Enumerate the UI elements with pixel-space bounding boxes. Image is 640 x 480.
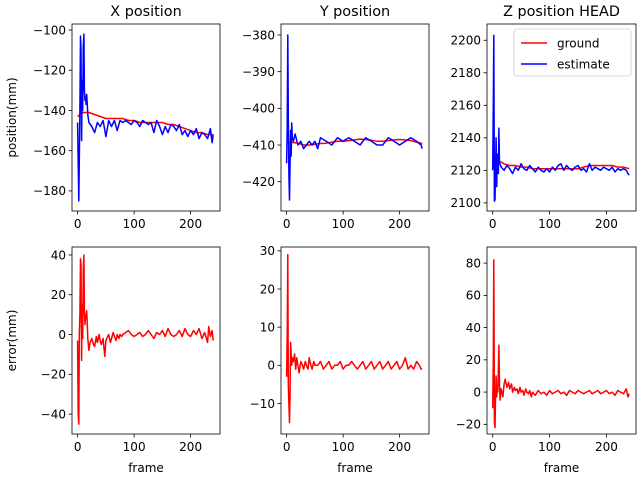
series-line-ground [493,154,630,169]
series-line-estimate [287,35,423,200]
y-tick-label: 20 [260,282,275,296]
y-tick-label: −160 [33,144,66,158]
x-axis-label: frame [128,461,164,475]
x-tick-label: 200 [595,217,618,231]
y-tick-label: −10 [250,397,275,411]
series-line-error [78,255,214,424]
series-line-estimate [78,34,214,201]
y-tick-label: 0 [473,385,481,399]
x-tick-label: 100 [123,217,146,231]
y-tick-label: 30 [260,244,275,258]
y-tick-label: −180 [33,184,66,198]
x-tick-label: 0 [489,440,497,454]
x-tick-label: 100 [332,440,355,454]
panel-title: Y position [319,4,390,20]
y-tick-label: 10 [260,320,275,334]
x-axis-label: frame [337,461,373,475]
series-line-error [287,255,423,423]
x-tick-label: 200 [388,217,411,231]
x-tick-label: 100 [332,217,355,231]
y-tick-label: 20 [466,353,481,367]
x-tick-label: 0 [283,440,291,454]
x-tick-label: 200 [179,440,202,454]
y-tick-label: 2180 [450,66,481,80]
y-tick-label: −20 [41,368,66,382]
x-tick-label: 0 [489,217,497,231]
x-tick-label: 0 [74,440,82,454]
x-tick-label: 200 [179,217,202,231]
y-tick-label: −400 [242,102,275,116]
y-tick-label: 40 [51,248,66,262]
y-tick-label: −380 [242,28,275,42]
y-tick-label: 2160 [450,99,481,113]
x-tick-label: 100 [538,217,561,231]
y-axis-label: position(mm) [5,77,19,157]
y-tick-label: 20 [51,288,66,302]
x-axis-label: frame [544,461,580,475]
legend-label-estimate: estimate [557,57,610,71]
panel-1: 0 100 200 −180 −160 −140 −120 −100 X position pos… [5,4,220,231]
legend: ground estimate [514,29,631,76]
y-tick-label: 0 [267,359,275,373]
panel-title: Z position HEAD [503,4,620,20]
plot-frame [281,247,429,434]
x-tick-label: 0 [74,217,82,231]
x-tick-label: 100 [538,440,561,454]
plot-frame [281,24,429,211]
y-tick-label: −40 [41,407,66,421]
y-tick-label: 0 [58,328,66,342]
y-tick-label: 2140 [450,131,481,145]
x-tick-label: 200 [388,440,411,454]
plot-frame [487,247,636,434]
x-tick-label: 100 [123,440,146,454]
panel-title: X position [110,4,181,20]
y-tick-label: −410 [242,138,275,152]
y-tick-label: −390 [242,65,275,79]
series-line-error [493,260,630,428]
y-tick-label: 2200 [450,34,481,48]
y-tick-label: 60 [466,289,481,303]
plot-frame [72,24,220,211]
x-tick-label: 200 [595,440,618,454]
panel-6: 0 100 200 −20 0 20 40 60 80 frame [456,247,636,475]
y-tick-label: −140 [33,104,66,118]
y-tick-label: −120 [33,64,66,78]
plot-frame [72,247,220,434]
x-tick-label: 0 [283,217,291,231]
y-tick-label: 40 [466,321,481,335]
y-tick-label: 80 [466,256,481,270]
y-tick-label: 2120 [450,164,481,178]
y-tick-label: −20 [456,418,481,432]
y-tick-label: −100 [33,23,66,37]
panel-5: 0 100 200 −10 0 10 20 30 frame [250,244,429,475]
panel-4: 0 100 200 −40 −20 0 20 40 frame error(mm) [5,247,220,475]
y-axis-label: error(mm) [5,310,19,372]
panel-2: 0 100 200 −420 −410 −400 −390 −380 Y position [242,4,429,231]
legend-label-ground: ground [557,36,599,50]
y-tick-label: 2100 [450,196,481,210]
y-tick-label: −420 [242,175,275,189]
